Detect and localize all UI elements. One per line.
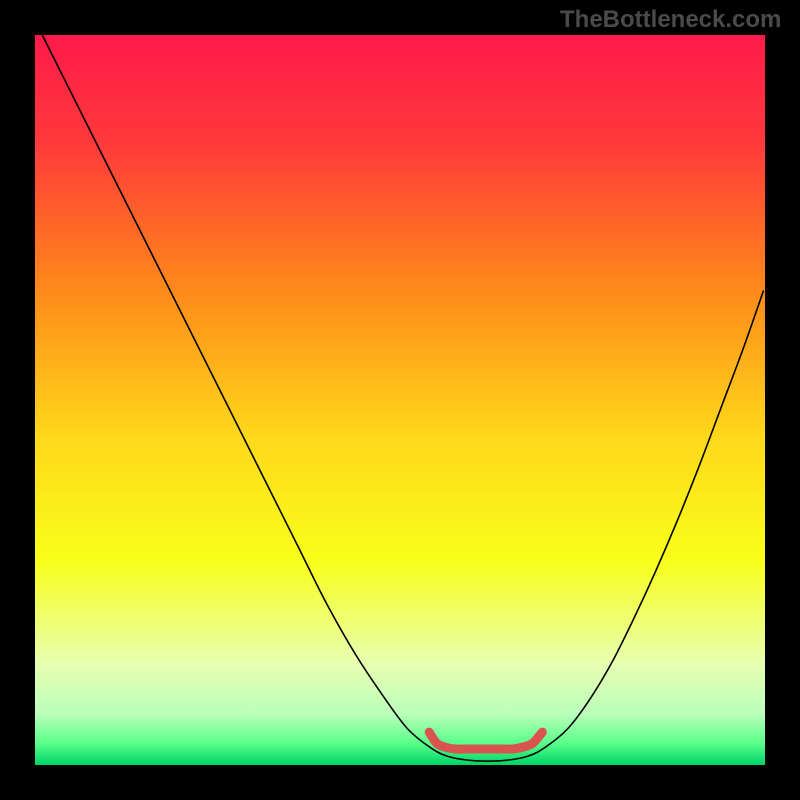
plot-svg (35, 35, 765, 765)
watermark-text: TheBottleneck.com (560, 6, 781, 34)
gradient-background (35, 35, 765, 765)
plot-area (35, 35, 765, 765)
chart-container: TheBottleneck.com (0, 0, 800, 800)
